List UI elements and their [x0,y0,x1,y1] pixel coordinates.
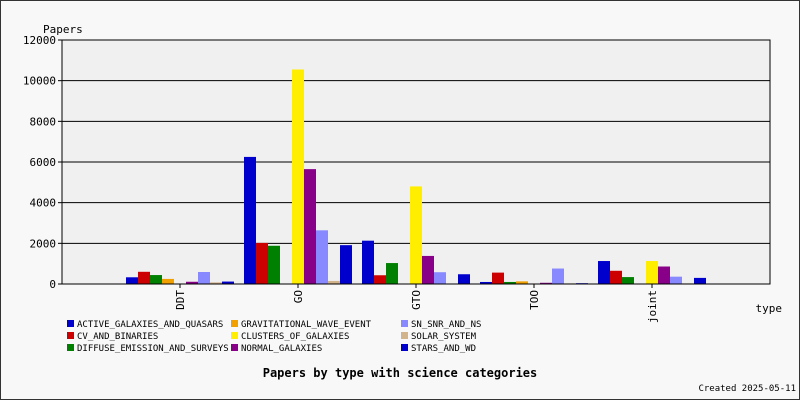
legend-swatch [401,320,408,327]
legend-swatch [401,332,408,339]
bar-normal-galaxies-too [540,282,552,284]
x-axis-ticks: DDT GO GTO TOO joint [174,284,659,323]
bar-gravitational-wave-event-ddt [162,278,174,284]
x-tick-label: joint [646,290,659,323]
bar-solar-system-go [328,280,340,284]
bar-stars-and-wd-joint [694,277,706,284]
bar-cv-and-binaries-gto [374,275,386,284]
legend-entry: CLUSTERS_OF_GALAXIES [241,332,349,342]
bar-diffuse-emission-and-surveys-gto [386,263,398,284]
x-axis-label: type [756,302,783,315]
bar-clusters-of-galaxies-go [292,69,304,284]
legend-entry: CV_AND_BINARIES [77,332,158,342]
chart-title: Papers by type with science categories [263,366,538,380]
bar-stars-and-wd-go [340,245,352,284]
bar-sn-snr-and-ns-ddt [198,272,210,284]
legend-entry: DIFFUSE_EMISSION_AND_SURVEYS [77,344,229,354]
y-axis-ticks: 0 2000 4000 6000 8000 10000 12000 [23,34,62,291]
x-tick-label: GO [292,290,305,303]
bar-active-galaxies-and-quasars-go [244,156,256,284]
bar-normal-galaxies-ddt [186,281,198,284]
legend-entry: NORMAL_GALAXIES [241,344,322,354]
bar-active-galaxies-and-quasars-gto [362,240,374,284]
bar-normal-galaxies-joint [658,266,670,284]
bar-sn-snr-and-ns-go [316,230,328,284]
bar-clusters-of-galaxies-joint [646,261,658,284]
legend-swatch [67,320,74,327]
y-tick-label: 10000 [23,75,56,88]
bar-cv-and-binaries-too [492,272,504,284]
bar-stars-and-wd-gto [458,274,470,284]
bar-cv-and-binaries-joint [610,270,622,284]
legend-swatch [67,332,74,339]
bar-diffuse-emission-and-surveys-go [268,245,280,284]
bar-solar-system-ddt [210,282,222,284]
x-tick-label: TOO [528,290,541,310]
legend-swatch [231,320,238,327]
y-tick-label: 6000 [30,156,57,169]
bar-stars-and-wd-ddt [222,281,234,284]
legend-entry: SN_SNR_AND_NS [411,320,481,330]
legend-entry: SOLAR_SYSTEM [411,332,477,342]
legend-entry: ACTIVE_GALAXIES_AND_QUASARS [77,320,223,330]
legend-swatch [401,344,408,351]
footer-created-date: Created 2025-05-11 [698,384,796,394]
bar-active-galaxies-and-quasars-ddt [126,277,138,284]
legend-swatch [67,344,74,351]
bar-active-galaxies-and-quasars-joint [598,261,610,284]
legend: ACTIVE_GALAXIES_AND_QUASARS CV_AND_BINARI… [67,320,481,354]
y-tick-label: 0 [49,278,56,291]
legend-entry: STARS_AND_WD [411,344,476,354]
bar-gravitational-wave-event-too [516,281,528,284]
legend-swatch [231,332,238,339]
bar-sn-snr-and-ns-gto [434,272,446,284]
y-tick-label: 2000 [30,237,57,250]
bar-normal-galaxies-go [304,169,316,284]
bars [126,69,706,284]
bar-sn-snr-and-ns-joint [670,276,682,284]
bar-clusters-of-galaxies-gto [410,186,422,284]
legend-swatch [231,344,238,351]
bar-cv-and-binaries-go [256,242,268,284]
bar-active-galaxies-and-quasars-too [480,281,492,284]
bar-diffuse-emission-and-surveys-ddt [150,275,162,284]
x-tick-label: GTO [410,290,423,310]
bar-diffuse-emission-and-surveys-too [504,281,516,284]
bar-diffuse-emission-and-surveys-joint [622,277,634,284]
y-tick-label: 8000 [30,115,57,128]
legend-entry: GRAVITATIONAL_WAVE_EVENT [241,320,372,330]
y-axis-label: Papers [43,23,83,36]
y-tick-label: 4000 [30,197,57,210]
x-tick-label: DDT [174,290,187,310]
y-tick-label: 12000 [23,34,56,47]
bar-cv-and-binaries-ddt [138,271,150,284]
bar-normal-galaxies-gto [422,255,434,284]
bar-sn-snr-and-ns-too [552,268,564,284]
